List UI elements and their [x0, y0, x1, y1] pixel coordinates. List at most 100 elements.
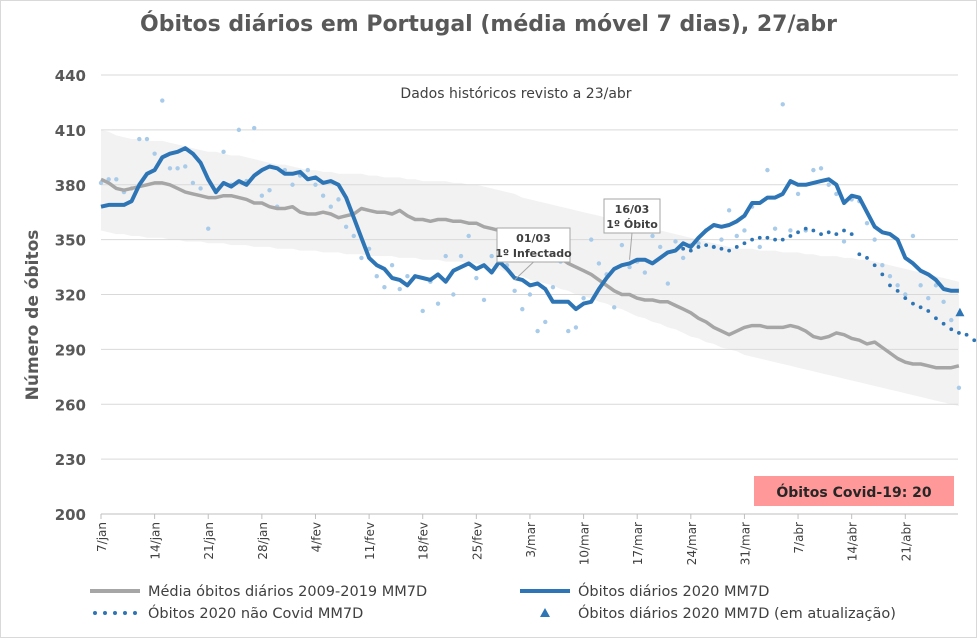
- noncovid-dot: [903, 296, 908, 301]
- noncovid-dot: [926, 309, 931, 313]
- daily-point: [435, 301, 441, 306]
- x-tick-label: 31/mar: [738, 522, 752, 565]
- noncovid-dot: [719, 246, 724, 251]
- noncovid-dot: [688, 248, 693, 253]
- covid-box: Óbitos Covid-19: 20: [754, 476, 954, 506]
- daily-point: [596, 261, 602, 266]
- daily-point: [305, 167, 311, 173]
- callout-box: [603, 198, 661, 234]
- legend-label: Óbitos diários 2020 MM7D: [578, 582, 769, 600]
- daily-point: [726, 208, 732, 213]
- daily-point: [612, 305, 617, 310]
- daily-point: [880, 263, 885, 268]
- noncovid-dot: [849, 232, 854, 237]
- daily-point: [818, 166, 824, 171]
- x-tick-label: 3/mar: [524, 522, 538, 558]
- noncovid-dot: [895, 288, 900, 293]
- legend-swatch-triangle: [540, 608, 550, 617]
- covid-box-text: Óbitos Covid-19: 20: [776, 483, 932, 501]
- noncovid-dot: [941, 321, 946, 326]
- daily-point: [351, 233, 356, 239]
- y-tick-label: 200: [55, 506, 86, 524]
- daily-point: [451, 292, 456, 297]
- chart-title: Óbitos diários em Portugal (média móvel …: [140, 12, 837, 37]
- daily-point: [221, 149, 226, 155]
- daily-point: [527, 292, 533, 297]
- daily-point: [137, 136, 142, 142]
- daily-point: [336, 197, 341, 202]
- legend-swatch-blue-dot: [123, 611, 127, 615]
- noncovid-dot: [742, 241, 747, 246]
- daily-point: [512, 288, 517, 294]
- daily-point: [374, 274, 379, 279]
- daily-point: [236, 127, 242, 133]
- daily-point: [543, 319, 548, 325]
- y-tick-label: 260: [55, 396, 86, 414]
- noncovid-dot: [888, 283, 892, 288]
- callout-label: 16/03: [615, 203, 650, 216]
- update-triangle-marker: [955, 307, 965, 317]
- daily-point: [160, 98, 165, 103]
- daily-point: [313, 182, 318, 187]
- noncovid-dot: [711, 245, 716, 249]
- daily-point: [328, 204, 333, 209]
- daily-point: [834, 191, 839, 197]
- y-tick-label: 350: [55, 232, 86, 250]
- noncovid-dot: [880, 272, 885, 277]
- covid-box-bg: [754, 476, 954, 506]
- daily-point: [190, 180, 196, 186]
- noncovid-dot: [911, 301, 915, 306]
- legend: Média óbitos diários 2009-2019 MM7D Óbito…: [90, 582, 896, 622]
- daily-point: [550, 284, 556, 290]
- daily-point: [795, 191, 801, 197]
- daily-point: [581, 295, 586, 301]
- noncovid-dot: [918, 305, 923, 310]
- daily-point: [481, 297, 487, 303]
- x-tick-label: 21/jan: [202, 522, 216, 560]
- daily-point: [903, 292, 908, 297]
- legend-swatch-blue-dot: [93, 611, 97, 615]
- daily-point: [742, 228, 747, 233]
- daily-point: [397, 286, 402, 292]
- daily-point: [420, 308, 425, 314]
- daily-point: [680, 255, 686, 261]
- daily-point: [941, 299, 946, 305]
- y-tick-label: 440: [55, 67, 86, 85]
- y-tick-label: 320: [55, 287, 86, 305]
- y-tick-label: 290: [55, 341, 86, 359]
- daily-point: [535, 328, 540, 334]
- x-tick-label: 17/mar: [631, 522, 645, 565]
- daily-point: [566, 328, 571, 334]
- daily-point: [98, 180, 104, 186]
- historical-range-band: [101, 129, 959, 407]
- noncovid-dot: [727, 248, 732, 253]
- x-tick-label: 11/fev: [363, 522, 377, 560]
- noncovid-dot: [681, 246, 686, 251]
- x-tick-label: 10/mar: [578, 522, 592, 565]
- daily-point: [466, 233, 471, 239]
- legend-label: Óbitos diários 2020 MM7D (em atualização…: [578, 604, 896, 622]
- daily-point: [405, 274, 410, 279]
- daily-point: [573, 325, 579, 330]
- callout-leader: [514, 261, 534, 281]
- daily-point: [872, 237, 877, 242]
- x-tick-label: 7/jan: [95, 522, 109, 552]
- noncovid-dot: [834, 232, 839, 237]
- noncovid-dot: [949, 327, 954, 332]
- noncovid-dot: [857, 252, 862, 257]
- y-tick-label: 410: [55, 122, 86, 140]
- x-tick-label: 18/fev: [417, 522, 431, 560]
- noncovid-dot: [788, 234, 793, 238]
- range-band-area: [101, 129, 959, 407]
- daily-point: [198, 186, 203, 191]
- daily-point: [520, 306, 525, 312]
- legend-label: Média óbitos diários 2009-2019 MM7D: [148, 584, 427, 600]
- daily-point: [642, 270, 648, 275]
- daily-point: [343, 224, 349, 230]
- noncovid-dot: [811, 228, 816, 233]
- noncovid-dot: [826, 230, 831, 235]
- annotation-text: Dados históricos revisto a 23/abr: [400, 86, 631, 102]
- noncovid-dot: [780, 237, 785, 242]
- daily-point: [918, 283, 923, 288]
- x-tick-label: 14/jan: [149, 522, 163, 560]
